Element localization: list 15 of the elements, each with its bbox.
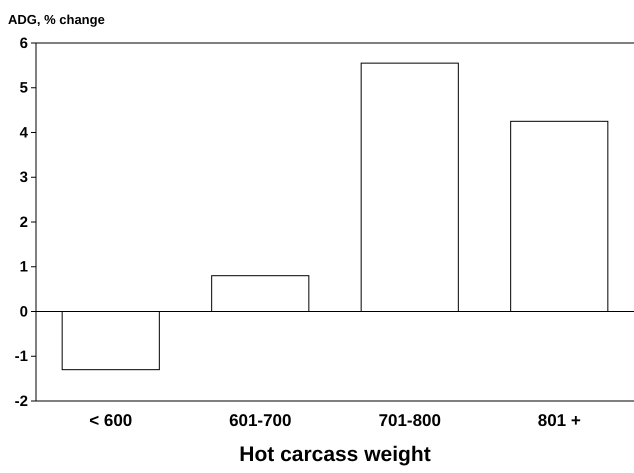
x-tick-label: 701-800	[378, 411, 441, 430]
y-tick-label: 5	[20, 80, 28, 97]
y-axis-title: ADG, % change	[8, 12, 105, 27]
y-tick-label: -2	[14, 392, 28, 410]
y-tick-label: 4	[20, 124, 29, 142]
y-tick-label: 6	[20, 34, 28, 52]
x-tick-label: 801 +	[538, 411, 581, 430]
y-tick-label: -1	[14, 348, 28, 366]
y-tick-label: 0	[20, 303, 28, 320]
y-tick-label: 3	[20, 169, 28, 186]
y-tick-label: 2	[20, 214, 28, 231]
x-tick-label: 601-700	[229, 411, 292, 430]
y-tick-label: 1	[20, 258, 28, 276]
x-tick-label: < 600	[89, 411, 132, 430]
x-axis-title: Hot carcass weight	[239, 443, 431, 466]
